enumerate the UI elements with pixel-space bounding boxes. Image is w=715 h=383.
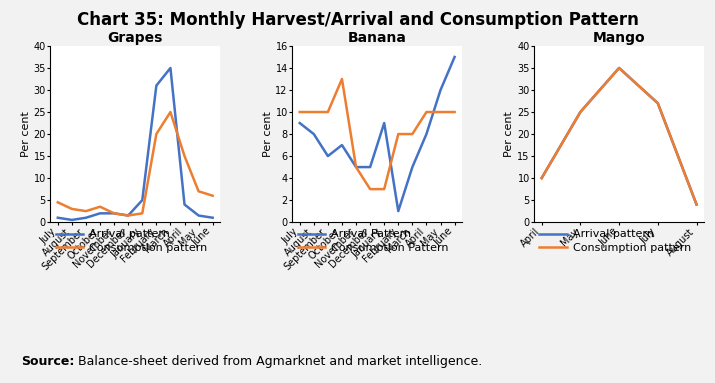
Legend: Arrival Pattern, Consumption Pattern: Arrival Pattern, Consumption Pattern: [297, 229, 448, 253]
Text: Chart 35: Monthly Harvest/Arrival and Consumption Pattern: Chart 35: Monthly Harvest/Arrival and Co…: [77, 11, 638, 29]
Title: Banana: Banana: [347, 31, 407, 45]
Text: Source:: Source:: [21, 355, 75, 368]
Title: Mango: Mango: [593, 31, 646, 45]
Y-axis label: Per cent: Per cent: [21, 111, 31, 157]
Y-axis label: Per cent: Per cent: [262, 111, 272, 157]
Legend: Arrival pattern, Consumption pattern: Arrival pattern, Consumption pattern: [539, 229, 691, 253]
Title: Grapes: Grapes: [107, 31, 163, 45]
Legend: Arrival pattern, Consumption pattern: Arrival pattern, Consumption pattern: [56, 229, 207, 253]
Y-axis label: Per cent: Per cent: [505, 111, 515, 157]
Text: Balance-sheet derived from Agmarknet and market intelligence.: Balance-sheet derived from Agmarknet and…: [74, 355, 482, 368]
